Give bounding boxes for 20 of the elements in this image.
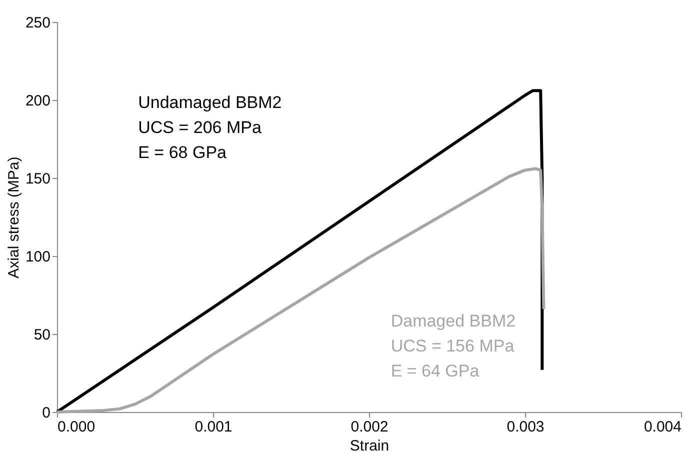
y-tick-label: 150: [25, 170, 50, 188]
annotation: UCS = 156 MPa: [390, 336, 515, 356]
series-label: Damaged BBM2: [390, 312, 516, 331]
x-axis-title: Strain: [350, 438, 390, 454]
x-tick-label: 0.002: [350, 418, 388, 436]
y-tick-label: 200: [25, 92, 50, 110]
x-tick-label: 0.001: [194, 418, 232, 436]
annotation: E = 68 GPa: [138, 143, 228, 162]
line-series: [56, 167, 546, 414]
annotation: E = 64 GPa: [390, 362, 480, 381]
y-tick-label: 250: [25, 14, 50, 32]
y-axis-title: Axial stress (MPa): [5, 156, 22, 278]
y-tick-label: 50: [34, 326, 50, 344]
x-tick-label: 0.003: [506, 418, 544, 436]
annotation: UCS = 206 MPa: [138, 118, 262, 138]
text: Undamaged BBM2: [138, 93, 282, 112]
x-tick-label: 0.000: [58, 418, 96, 436]
y-tick-label: 0: [42, 404, 50, 422]
y-tick-label: 100: [25, 248, 50, 266]
x-tick-label: 0.004: [644, 418, 682, 436]
